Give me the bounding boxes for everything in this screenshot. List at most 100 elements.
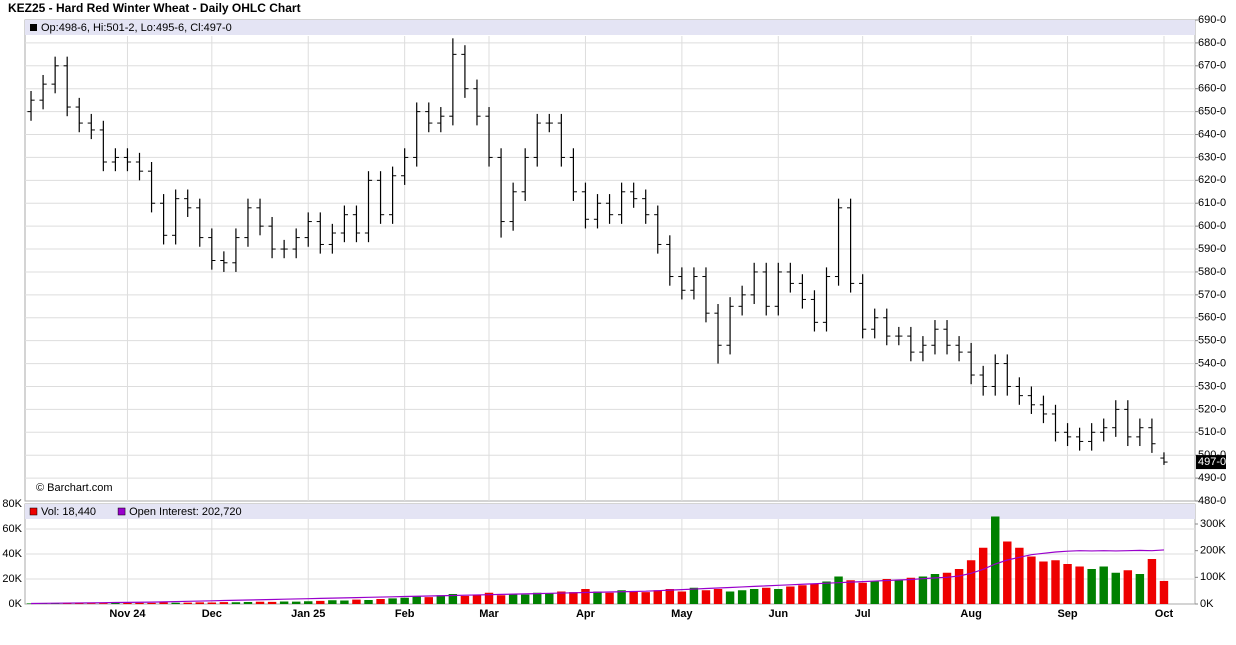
volume-bar [593,591,602,604]
y-tick-label: 480-0 [1198,495,1226,507]
volume-bar [279,601,289,604]
volume-bar [376,599,385,604]
volume-bar [99,603,108,604]
volume-bar [930,574,940,604]
volume-bar [894,580,904,604]
y-tick-label: 80K [2,498,22,510]
volume-bar [183,602,192,604]
volume-bar [267,601,277,604]
volume-bar [942,572,952,604]
volume-bar [424,597,433,604]
volume-bar [520,594,530,604]
volume-bar [991,516,1000,604]
volume-bar [111,602,120,604]
watermark: © Barchart.com [36,482,113,494]
x-tick-label: May [671,608,693,620]
volume-bar [846,580,855,604]
volume-bar [1003,541,1012,604]
volume-bar [557,591,566,604]
volume-bar [400,597,409,604]
volume-bar [496,595,506,604]
volume-bar [1147,559,1157,604]
legend-label: Vol: 18,440 [41,506,96,518]
price-legend-band [25,20,1195,35]
volume-bar [569,592,578,604]
volume-bar [1027,556,1036,604]
volume-bar [255,601,265,604]
volume-bar [436,595,446,604]
volume-bar [352,599,361,604]
volume-bar [1075,566,1084,604]
volume-bar [1159,580,1169,604]
volume-bar [774,589,783,604]
y-tick-label: 20K [2,573,22,585]
x-tick-label: Jan 25 [291,608,325,620]
volume-bar [328,600,337,604]
volume-bar [533,592,542,604]
price-legend: Op:498-6, Hi:501-2, Lo:495-6, Cl:497-0 [41,22,232,34]
volume-bar [1123,570,1133,604]
volume-bar [978,547,988,604]
volume-bar [147,602,156,604]
volume-bar [810,584,819,604]
volume-bar [448,594,458,604]
volume-bar [1063,564,1072,604]
y-tick-label: 40K [2,548,22,560]
y-tick-label: 680-0 [1198,37,1226,49]
volume-bar [725,591,735,604]
volume-bar [749,589,759,604]
x-tick-label: Feb [395,608,415,620]
volume-bar [508,594,518,604]
price-panel [24,19,1196,502]
volume-bar [123,603,132,604]
y2-tick-label: 300K [1200,518,1226,530]
volume-bar [834,576,843,604]
volume-bar [605,592,614,604]
y-tick-label: 630-0 [1198,151,1226,163]
volume-bar [340,600,349,604]
x-tick-label: Mar [479,608,499,620]
volume-bar [388,598,397,604]
volume-bar [195,602,204,604]
volume-bar [701,590,711,604]
volume-bar [1111,572,1120,604]
y-tick-label: 690-0 [1198,14,1226,26]
y-tick-label: 670-0 [1198,60,1226,72]
price-legend-swatch [30,24,37,31]
y-tick-label: 490-0 [1198,472,1226,484]
x-tick-label: Jun [769,608,789,620]
volume-bar [665,589,675,604]
y-tick-label: 550-0 [1198,335,1226,347]
volume-bar [954,569,964,604]
volume-bar [737,590,747,604]
volume-bar [87,603,96,604]
volume-bar [304,601,313,604]
legend-swatch [117,507,126,516]
x-tick-label: Dec [202,608,222,620]
y-tick-label: 610-0 [1198,197,1226,209]
volume-bar [1135,574,1145,604]
volume-bar [1087,569,1096,604]
volume-bar [689,587,699,604]
volume-bar [26,603,36,604]
volume-bar [653,590,662,604]
y2-tick-label: 200K [1200,545,1226,557]
y-tick-label: 590-0 [1198,243,1226,255]
volume-bar [786,586,795,604]
volume-bar [472,594,482,604]
volume-bar [135,602,144,604]
volume-bar [171,602,180,604]
x-tick-label: Aug [960,608,981,620]
volume-bar [617,590,626,604]
y-tick-label: 570-0 [1198,289,1226,301]
y2-tick-label: 100K [1200,571,1226,583]
x-tick-label: Jul [855,608,871,620]
y-tick-label: 60K [2,523,22,535]
x-tick-label: Oct [1155,608,1174,620]
y-tick-label: 540-0 [1198,357,1226,369]
volume-bar [858,582,867,604]
open-interest-line [31,549,1165,605]
last-price-label: 497-0 [1198,456,1226,468]
y-tick-label: 520-0 [1198,403,1226,415]
y-tick-label: 580-0 [1198,266,1226,278]
